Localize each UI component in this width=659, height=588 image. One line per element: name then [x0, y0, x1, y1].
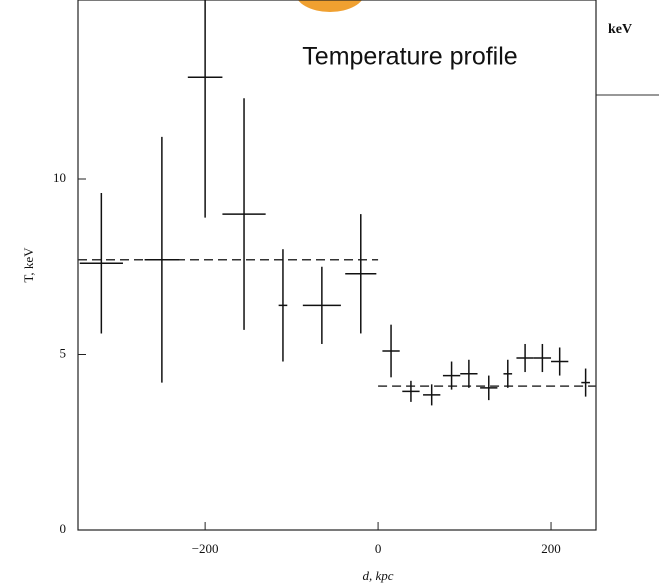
y-tick-label: 0 — [60, 521, 67, 536]
y-tick-label: 10 — [53, 170, 66, 185]
corner-text: keV — [608, 22, 632, 37]
x-tick-label: 200 — [541, 541, 561, 556]
decoration-blob — [297, 0, 363, 12]
y-axis-label: T, keV — [21, 247, 36, 283]
plot-frame — [77, 0, 597, 531]
x-tick-label: 0 — [375, 541, 382, 556]
x-tick-label: −200 — [192, 541, 219, 556]
y-tick-label: 5 — [60, 345, 67, 360]
x-axis-label: d, kpc — [362, 568, 393, 583]
chart-title: Temperature profile — [302, 43, 517, 71]
